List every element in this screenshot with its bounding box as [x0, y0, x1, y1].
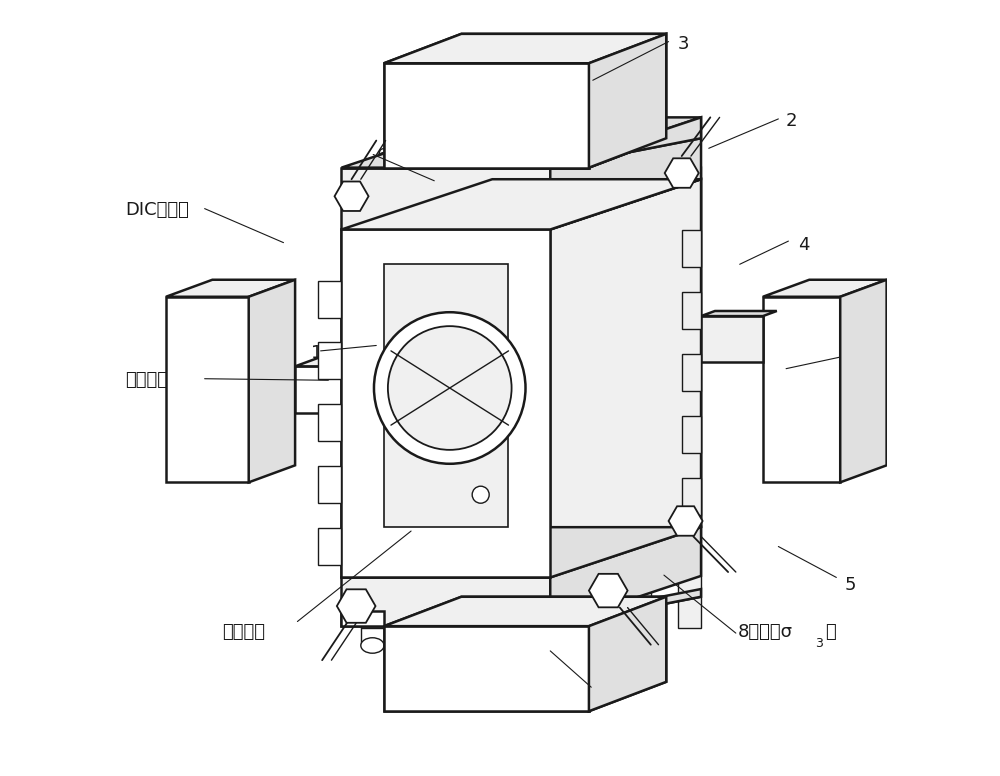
Polygon shape	[461, 168, 485, 577]
Polygon shape	[295, 366, 341, 413]
Polygon shape	[589, 34, 666, 168]
Ellipse shape	[411, 638, 434, 653]
Polygon shape	[550, 618, 589, 626]
Polygon shape	[341, 230, 550, 577]
Polygon shape	[249, 280, 295, 483]
Polygon shape	[384, 265, 508, 527]
Circle shape	[374, 312, 526, 464]
Polygon shape	[763, 296, 840, 483]
Text: 5: 5	[844, 576, 856, 594]
Polygon shape	[512, 628, 535, 646]
Polygon shape	[682, 416, 701, 453]
Polygon shape	[361, 628, 384, 646]
Ellipse shape	[361, 638, 384, 653]
Text: 8（施加σ: 8（施加σ	[738, 622, 793, 640]
Polygon shape	[682, 478, 701, 514]
Polygon shape	[411, 166, 434, 628]
Polygon shape	[512, 168, 535, 577]
Polygon shape	[335, 182, 369, 211]
Text: 6: 6	[376, 147, 388, 165]
Polygon shape	[318, 280, 341, 317]
Polygon shape	[589, 34, 666, 168]
Polygon shape	[577, 166, 601, 628]
Polygon shape	[461, 628, 485, 646]
Ellipse shape	[512, 638, 535, 653]
Polygon shape	[550, 179, 701, 577]
Polygon shape	[512, 166, 535, 628]
Polygon shape	[589, 597, 666, 712]
Polygon shape	[628, 166, 651, 628]
Text: 3: 3	[678, 35, 689, 53]
Circle shape	[388, 326, 512, 450]
Text: ）: ）	[825, 622, 836, 640]
Polygon shape	[550, 117, 701, 168]
Polygon shape	[341, 230, 550, 577]
Polygon shape	[678, 166, 701, 628]
Polygon shape	[384, 626, 589, 712]
Polygon shape	[318, 342, 341, 379]
Polygon shape	[341, 179, 701, 230]
Polygon shape	[361, 168, 384, 577]
Polygon shape	[550, 179, 701, 577]
Polygon shape	[166, 280, 295, 296]
Polygon shape	[318, 528, 341, 565]
Polygon shape	[384, 265, 508, 527]
Polygon shape	[411, 168, 434, 577]
Text: DIC观测区: DIC观测区	[125, 201, 189, 219]
Polygon shape	[550, 117, 701, 230]
Circle shape	[472, 487, 489, 503]
Text: 10: 10	[311, 345, 333, 362]
Polygon shape	[682, 292, 701, 329]
Polygon shape	[527, 166, 550, 628]
Polygon shape	[763, 280, 887, 296]
Polygon shape	[682, 354, 701, 391]
Polygon shape	[341, 168, 550, 230]
Polygon shape	[384, 64, 589, 168]
Polygon shape	[682, 230, 701, 268]
Polygon shape	[589, 597, 666, 712]
Polygon shape	[166, 296, 249, 483]
Text: 3: 3	[815, 636, 823, 650]
Ellipse shape	[461, 638, 485, 653]
Circle shape	[374, 312, 526, 464]
Polygon shape	[550, 589, 701, 626]
Polygon shape	[341, 179, 701, 230]
Polygon shape	[384, 626, 589, 712]
Polygon shape	[411, 628, 434, 646]
Polygon shape	[295, 349, 388, 366]
Circle shape	[472, 487, 489, 503]
Polygon shape	[550, 138, 701, 168]
Polygon shape	[701, 316, 763, 362]
Polygon shape	[318, 466, 341, 503]
Polygon shape	[665, 158, 699, 188]
Polygon shape	[318, 404, 341, 442]
Polygon shape	[341, 577, 550, 626]
Text: 4: 4	[798, 236, 809, 254]
Polygon shape	[384, 597, 666, 626]
Circle shape	[388, 326, 512, 450]
Polygon shape	[461, 166, 485, 628]
Polygon shape	[550, 597, 701, 626]
Polygon shape	[341, 527, 701, 577]
Text: 1: 1	[848, 352, 859, 370]
Polygon shape	[384, 34, 666, 64]
Polygon shape	[669, 506, 703, 535]
Polygon shape	[589, 573, 628, 608]
Polygon shape	[384, 34, 666, 64]
Text: 2: 2	[786, 113, 798, 130]
Polygon shape	[341, 117, 701, 168]
Polygon shape	[361, 166, 384, 628]
Polygon shape	[840, 280, 887, 483]
Polygon shape	[384, 64, 589, 168]
Polygon shape	[701, 311, 777, 316]
Polygon shape	[341, 611, 384, 626]
Text: 预制裂隙: 预制裂隙	[222, 622, 265, 640]
Text: 大理石试样: 大理石试样	[125, 371, 179, 390]
Polygon shape	[550, 527, 701, 626]
Text: 7: 7	[597, 688, 608, 706]
Polygon shape	[337, 589, 376, 623]
Polygon shape	[384, 597, 666, 626]
